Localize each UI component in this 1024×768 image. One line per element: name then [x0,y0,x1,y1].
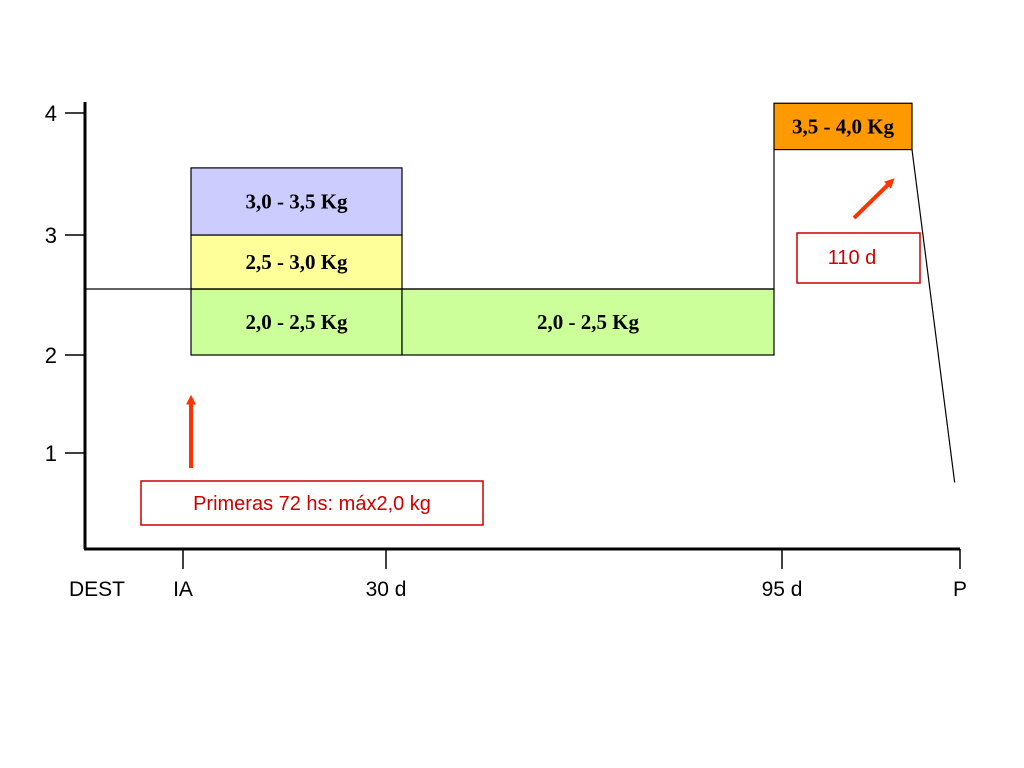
range-label-2: 3,0 - 3,5 Kg [245,189,348,213]
range-label-0: 2,0 - 2,5 Kg [245,310,348,334]
x-tick-label-4: P [953,578,967,601]
y-tick-label-2: 2 [45,343,57,368]
annotation-box-1 [796,232,921,284]
range-box-3 [401,288,775,356]
x-tick-label-1: IA [173,578,193,601]
range-box-2 [190,167,403,236]
range-box-0 [190,288,403,356]
range-label-1: 2,5 - 3,0 Kg [245,250,348,274]
y-tick-label-3: 3 [45,223,57,248]
annotation-text-1: 110 d [828,247,877,269]
annotation-box-0 [140,480,484,526]
annotation-arrow-1 [852,178,895,220]
range-box-4 [773,102,913,151]
range-box-1 [190,234,403,290]
y-tick-label-4: 4 [45,101,57,126]
y-tick-label-1: 1 [45,441,57,466]
x-tick-label-0: DEST [69,578,125,601]
range-label-3: 2,0 - 2,5 Kg [537,310,640,334]
x-tick-label-3: 95 d [762,578,803,601]
decline-line [911,149,956,483]
range-label-4: 3,5 - 4,0 Kg [792,114,895,138]
x-tick-label-2: 30 d [366,578,407,601]
annotation-text-0: Primeras 72 hs: máx2,0 kg [193,493,431,515]
